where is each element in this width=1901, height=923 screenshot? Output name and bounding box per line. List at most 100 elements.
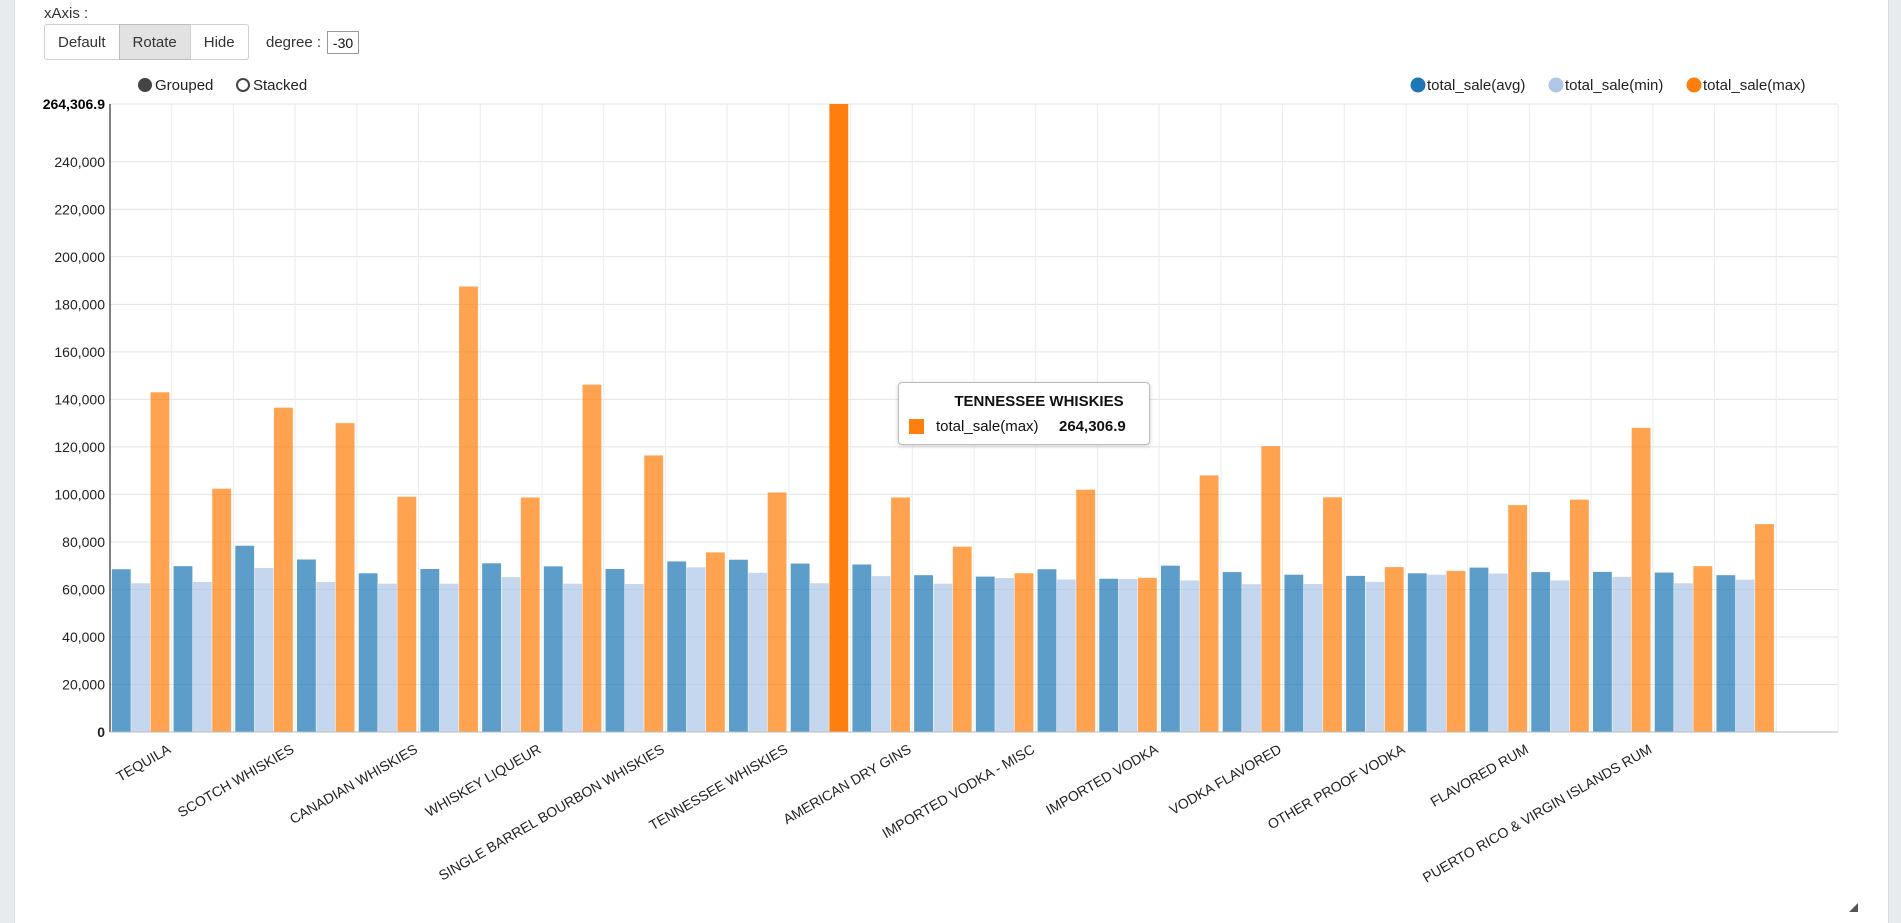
- bar: [1488, 573, 1508, 732]
- bar: [1755, 524, 1774, 732]
- mode-radio-label: Grouped: [155, 77, 213, 94]
- bar: [1508, 505, 1528, 732]
- bar: [1180, 580, 1200, 732]
- bar: [420, 569, 440, 732]
- bar: [975, 576, 995, 732]
- x-tick-label: WHISKEY LIQUEUR: [423, 741, 544, 820]
- bar: [459, 286, 478, 732]
- bar: [1076, 489, 1096, 732]
- bar: [1303, 583, 1323, 732]
- xaxis-mode-buttons: Default Rotate Hide: [44, 24, 249, 60]
- y-tick-label: 140,000: [54, 391, 105, 407]
- legend-dot-icon: [1686, 77, 1702, 93]
- bar: [748, 572, 768, 732]
- x-tick-label: PUERTO RICO & VIRGIN ISLANDS RUM: [1420, 741, 1655, 886]
- bar: [582, 384, 602, 732]
- bar: [254, 568, 274, 732]
- bar: [667, 561, 687, 732]
- y-axis-ticks: 0 20,000 40,000 60,000 80,000 100,000 120,000 1…: [43, 96, 106, 740]
- bar: [1118, 578, 1138, 732]
- y-tick-label: 200,000: [54, 249, 105, 265]
- x-tick-label: FLAVORED RUM: [1427, 741, 1530, 810]
- bar: [235, 545, 255, 732]
- bar: [482, 563, 501, 732]
- bar: [1199, 475, 1219, 732]
- bar: [1716, 575, 1736, 732]
- bar: [1407, 573, 1427, 732]
- y-tick-label: 180,000: [54, 296, 105, 312]
- x-tick-label: VODKA FLAVORED: [1166, 741, 1284, 818]
- bar: [563, 583, 583, 732]
- bar: [439, 583, 459, 732]
- x-tick-label: OTHER PROOF VODKA: [1265, 740, 1408, 832]
- tooltip-value: 264,306.9: [1059, 418, 1126, 435]
- bar: [501, 577, 521, 732]
- bar: [1160, 565, 1180, 732]
- bar: [1137, 577, 1157, 732]
- bar: [1592, 571, 1612, 732]
- legend-label: total_sale(max): [1703, 77, 1806, 94]
- bar: [1674, 583, 1693, 732]
- bar: [810, 583, 829, 732]
- bar: [131, 583, 151, 732]
- bar: [192, 582, 212, 732]
- y-tick-label: 60,000: [62, 581, 105, 597]
- bar: [173, 566, 193, 732]
- bar: [335, 423, 355, 732]
- xaxis-label: xAxis :: [44, 5, 89, 22]
- bar: [1469, 567, 1489, 732]
- bar: [1612, 576, 1632, 732]
- rotate-button[interactable]: Rotate: [118, 24, 191, 60]
- legend-dot-icon: [1548, 77, 1564, 93]
- bar: [316, 582, 336, 732]
- degree-input[interactable]: [327, 31, 360, 54]
- bar: [1014, 573, 1034, 732]
- y-tick-label: 120,000: [54, 439, 105, 455]
- chart-controls: Grouped Stacked total_sale(avg) total_sale(…: [138, 77, 1806, 94]
- bar: [624, 583, 644, 732]
- bar: [1365, 581, 1385, 732]
- x-tick-label: SCOTCH WHISKIES: [175, 741, 297, 821]
- y-tick-label: 20,000: [62, 676, 105, 692]
- bar: [852, 564, 872, 732]
- legend-dot-icon: [1410, 77, 1426, 93]
- bar: [296, 559, 316, 732]
- tooltip-series: total_sale(max): [936, 418, 1039, 435]
- bar: [1323, 497, 1342, 732]
- tooltip-swatch: [909, 419, 924, 434]
- bar: [1261, 446, 1281, 732]
- bar: [705, 552, 725, 732]
- bar: [790, 563, 810, 732]
- bar: [1427, 574, 1447, 732]
- y-tick-label: 160,000: [54, 344, 105, 360]
- bar: [767, 492, 787, 732]
- default-button[interactable]: Default: [44, 24, 120, 60]
- tooltip: TENNESSEE WHISKIES total_sale(max) 264,3…: [898, 382, 1150, 445]
- bar: [728, 559, 748, 732]
- y-max-label: 264,306.9: [43, 96, 105, 112]
- bar: [212, 488, 232, 732]
- resize-handle-icon[interactable]: [1849, 903, 1858, 912]
- legend-label: total_sale(avg): [1427, 77, 1525, 94]
- x-tick-label: SINGLE BARREL BOURBON WHISKIES: [436, 741, 667, 884]
- bar: [397, 496, 417, 732]
- y-tick-label: 100,000: [54, 486, 105, 502]
- bar: [605, 569, 625, 732]
- tooltip-title: TENNESSEE WHISKIES: [954, 393, 1124, 410]
- bar: [1384, 567, 1404, 732]
- bar: [1631, 427, 1651, 732]
- y-tick-label: 40,000: [62, 629, 105, 645]
- bar: [1531, 572, 1551, 732]
- mode-radio-icon: [236, 78, 250, 92]
- mode-radio-icon: [138, 78, 152, 92]
- x-tick-label: AMERICAN DRY GINS: [780, 741, 914, 827]
- axes: [109, 104, 1838, 733]
- bar: [1446, 570, 1466, 732]
- bar: [358, 573, 378, 732]
- legend-label: total_sale(min): [1565, 77, 1663, 94]
- bar: [829, 104, 849, 732]
- hide-button[interactable]: Hide: [189, 24, 249, 60]
- bar: [952, 546, 972, 732]
